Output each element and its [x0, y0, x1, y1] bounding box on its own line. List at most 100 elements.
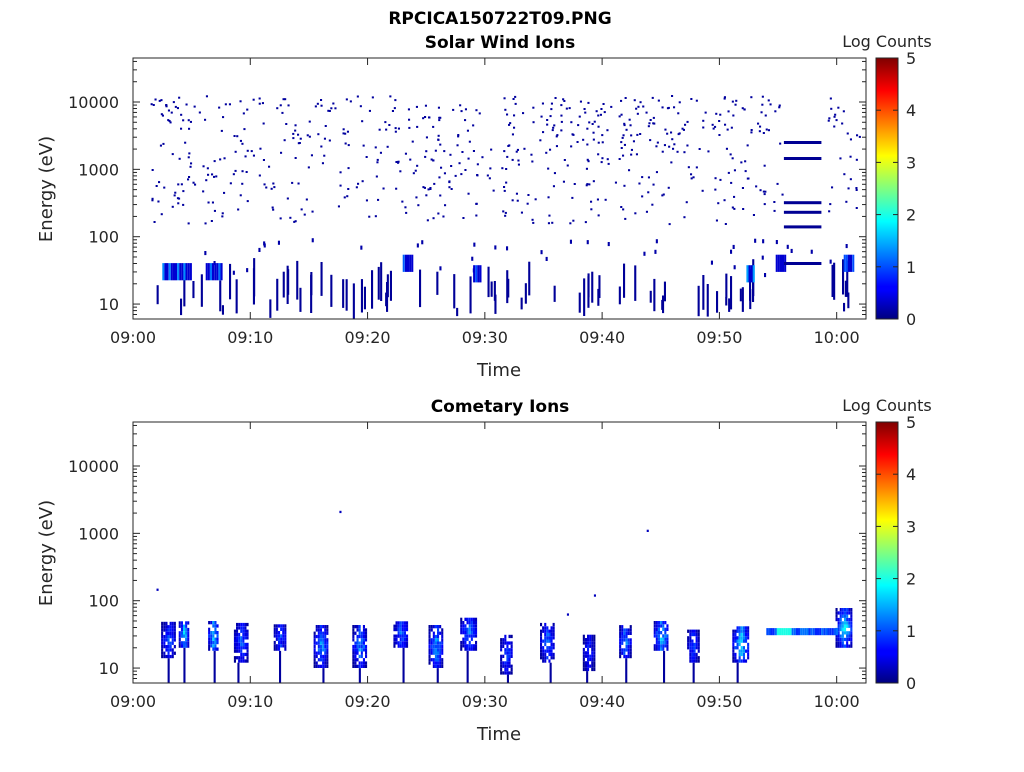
- heatmap-cell: [597, 141, 600, 144]
- heatmap-cell: [358, 625, 361, 629]
- heatmap-cell: [629, 625, 632, 629]
- heatmap-cell: [460, 647, 463, 651]
- heatmap-cell: [776, 182, 779, 185]
- heatmap-cell: [630, 134, 633, 137]
- heatmap-cell: [278, 624, 281, 628]
- heatmap-cell: [464, 640, 467, 645]
- heatmap-cell: [586, 240, 589, 245]
- heatmap-cell: [397, 621, 400, 625]
- heatmap-cell: [411, 140, 414, 143]
- heatmap-cell: [437, 634, 440, 639]
- heatmap-cell: [430, 648, 433, 652]
- heatmap-cell: [167, 635, 170, 639]
- heatmap-cell: [273, 644, 276, 648]
- heatmap-cell: [438, 176, 441, 179]
- heatmap-cell: [437, 658, 440, 662]
- heatmap-cell: [176, 197, 179, 200]
- heatmap-cell: [244, 646, 247, 650]
- heatmap-cell: [246, 622, 249, 627]
- heatmap-cell: [442, 215, 445, 218]
- heatmap-cell: [736, 659, 739, 663]
- heatmap-cell: [666, 634, 669, 638]
- heatmap-cell: [294, 220, 297, 223]
- heatmap-cell: [356, 651, 359, 655]
- heatmap-cell: [732, 649, 735, 653]
- heatmap-cell: [746, 265, 749, 283]
- heatmap-cell: [211, 201, 214, 204]
- x-tick-label: 09:30: [462, 328, 508, 347]
- heatmap-cell: [729, 153, 732, 156]
- heatmap-cell: [549, 148, 552, 151]
- heatmap-cell: [578, 292, 581, 313]
- heatmap-cell: [371, 270, 374, 309]
- heatmap-cell: [161, 631, 164, 635]
- heatmap-cell: [846, 132, 849, 135]
- heatmap-cell: [653, 627, 656, 631]
- heatmap-cell: [161, 621, 164, 626]
- heatmap-cell: [307, 166, 310, 169]
- heatmap-cell: [846, 608, 849, 612]
- heatmap-cell: [315, 651, 318, 655]
- heatmap-cell: [552, 656, 555, 660]
- y-tick-label: 100: [88, 592, 119, 611]
- heatmap-cell: [342, 128, 345, 131]
- heatmap-cell: [242, 632, 245, 637]
- heatmap-cell: [281, 111, 284, 114]
- heatmap-cell: [587, 657, 590, 662]
- heatmap-cell: [178, 634, 181, 638]
- heatmap-cell: [732, 659, 735, 663]
- heatmap-cell: [606, 129, 609, 132]
- heatmap-cell: [691, 659, 694, 663]
- heatmap-cell: [161, 651, 164, 655]
- heatmap-cell: [280, 624, 283, 628]
- heatmap-cell: [736, 642, 739, 647]
- heatmap-cell: [837, 644, 840, 648]
- heatmap-cell: [493, 281, 496, 301]
- heatmap-cell: [406, 634, 409, 638]
- heatmap-cell: [470, 627, 473, 631]
- heatmap-cell: [833, 115, 836, 118]
- heatmap-cell: [550, 636, 553, 640]
- heatmap-cell: [837, 617, 840, 622]
- heatmap-cell: [646, 529, 649, 532]
- heatmap-cell: [689, 656, 692, 660]
- heatmap-cell: [167, 654, 170, 659]
- heatmap-cell: [284, 640, 287, 645]
- heatmap-cell: [393, 634, 396, 638]
- heatmap-cell: [814, 628, 817, 636]
- heatmap-cell: [677, 133, 680, 136]
- heatmap-cell: [214, 631, 217, 635]
- heatmap-cell: [275, 624, 278, 628]
- heatmap-cell: [280, 151, 283, 154]
- heatmap-cell: [319, 648, 322, 652]
- heatmap-cell: [732, 646, 735, 650]
- heatmap-cell: [316, 102, 319, 105]
- heatmap-cell: [233, 659, 236, 663]
- heatmap-cell: [843, 173, 846, 176]
- heatmap-cell: [587, 664, 590, 668]
- heatmap-cell: [174, 105, 177, 108]
- heatmap-cell: [778, 104, 781, 107]
- heatmap-cell: [183, 631, 186, 635]
- heatmap-cell: [212, 631, 215, 635]
- heatmap-cell: [317, 641, 320, 645]
- heatmap-cell: [216, 631, 219, 635]
- heatmap-cell: [661, 194, 664, 197]
- heatmap-cell: [460, 640, 463, 645]
- heatmap-cell: [171, 638, 174, 642]
- heatmap-cell: [776, 628, 779, 636]
- heatmap-cell: [317, 631, 320, 635]
- x-tick-label: 09:20: [345, 328, 391, 347]
- heatmap-cell: [623, 122, 626, 125]
- heatmap-cell: [707, 150, 710, 153]
- heatmap-cell: [163, 625, 166, 629]
- heatmap-cell: [583, 108, 586, 110]
- heatmap-cell: [660, 631, 663, 635]
- heatmap-cell: [294, 129, 297, 132]
- heatmap-cell: [503, 189, 506, 192]
- heatmap-cell: [687, 639, 690, 643]
- heatmap-cell: [180, 631, 183, 635]
- heatmap-cell: [258, 174, 261, 177]
- y-tick-label: 10000: [68, 457, 119, 476]
- heatmap-cell: [169, 635, 172, 639]
